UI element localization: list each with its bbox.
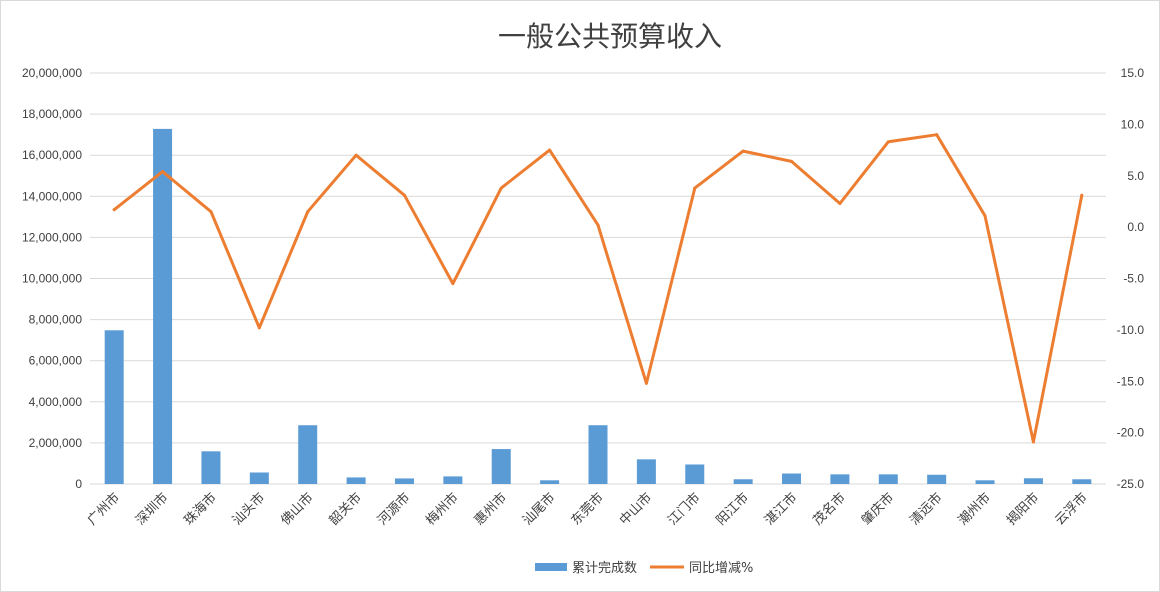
bar — [249, 472, 269, 484]
right-tick-label: 0.0 — [1127, 220, 1144, 234]
right-tick-label: -25.0 — [1117, 477, 1145, 491]
line-series — [112, 133, 1084, 444]
right-tick-label: 5.0 — [1127, 169, 1144, 183]
line-point — [209, 210, 213, 214]
line-point — [790, 159, 794, 163]
bar — [878, 474, 898, 484]
bar — [153, 128, 173, 484]
right-tick-label: -5.0 — [1123, 272, 1144, 286]
bar — [298, 425, 318, 484]
bar — [104, 330, 124, 484]
line-point — [935, 133, 939, 137]
bar — [927, 474, 947, 484]
left-tick-label: 0 — [75, 477, 82, 491]
right-tick-label: -10.0 — [1117, 323, 1145, 337]
left-tick-label: 8,000,000 — [29, 313, 83, 327]
line-point — [886, 140, 890, 144]
bar — [636, 459, 656, 484]
bar — [346, 477, 366, 484]
left-tick-label: 10,000,000 — [22, 272, 82, 286]
bar — [975, 480, 995, 484]
line-point — [983, 214, 987, 218]
line-point — [693, 186, 697, 190]
line-point — [306, 210, 310, 214]
bar — [540, 480, 560, 484]
bar — [394, 478, 414, 484]
bar — [588, 425, 608, 484]
line-point — [1080, 193, 1084, 197]
right-tick-label: 15.0 — [1121, 66, 1145, 80]
line-point — [1031, 440, 1035, 444]
bar-series — [104, 128, 1092, 484]
left-axis-ticks: 0 2,000,000 4,000,000 6,000,000 8,000,000 10,… — [22, 66, 82, 491]
bar — [491, 449, 511, 484]
left-tick-label: 16,000,000 — [22, 148, 82, 162]
bar — [443, 476, 463, 484]
line-point — [741, 149, 745, 153]
line-point — [548, 148, 552, 152]
left-tick-label: 20,000,000 — [22, 66, 82, 80]
line-point — [402, 193, 406, 197]
left-tick-label: 14,000,000 — [22, 189, 82, 203]
legend-line-label: 同比增减% — [689, 561, 753, 576]
line-point — [161, 170, 165, 174]
left-tick-label: 4,000,000 — [29, 395, 83, 409]
line-point — [596, 223, 600, 227]
left-tick-label: 6,000,000 — [29, 354, 83, 368]
right-tick-label: -15.0 — [1117, 374, 1145, 388]
right-axis-ticks: -25.0 -20.0 -15.0 -10.0 -5.0 0.0 5.0 10.0 15.0 — [1117, 66, 1145, 491]
bar — [830, 474, 850, 484]
legend: 累计完成数 同比增减% — [535, 561, 753, 576]
bar — [685, 464, 705, 484]
line-point — [257, 326, 261, 330]
right-tick-label: -20.0 — [1117, 426, 1145, 440]
left-tick-label: 12,000,000 — [22, 230, 82, 244]
left-tick-label: 18,000,000 — [22, 107, 82, 121]
line-point — [644, 381, 648, 385]
legend-bar-label: 累计完成数 — [572, 561, 637, 576]
bar — [201, 451, 221, 484]
line-point — [838, 201, 842, 205]
line-point — [499, 186, 503, 190]
bar — [782, 473, 802, 484]
line-point — [354, 153, 358, 157]
line-point — [451, 282, 455, 286]
legend-bar-swatch — [535, 563, 567, 571]
line-point — [112, 208, 116, 212]
bar — [1072, 479, 1092, 484]
bar — [733, 479, 753, 484]
left-tick-label: 2,000,000 — [29, 436, 83, 450]
chart-title: 一般公共预算收入 — [498, 20, 722, 53]
bar — [1023, 478, 1043, 484]
right-tick-label: 10.0 — [1121, 117, 1145, 131]
